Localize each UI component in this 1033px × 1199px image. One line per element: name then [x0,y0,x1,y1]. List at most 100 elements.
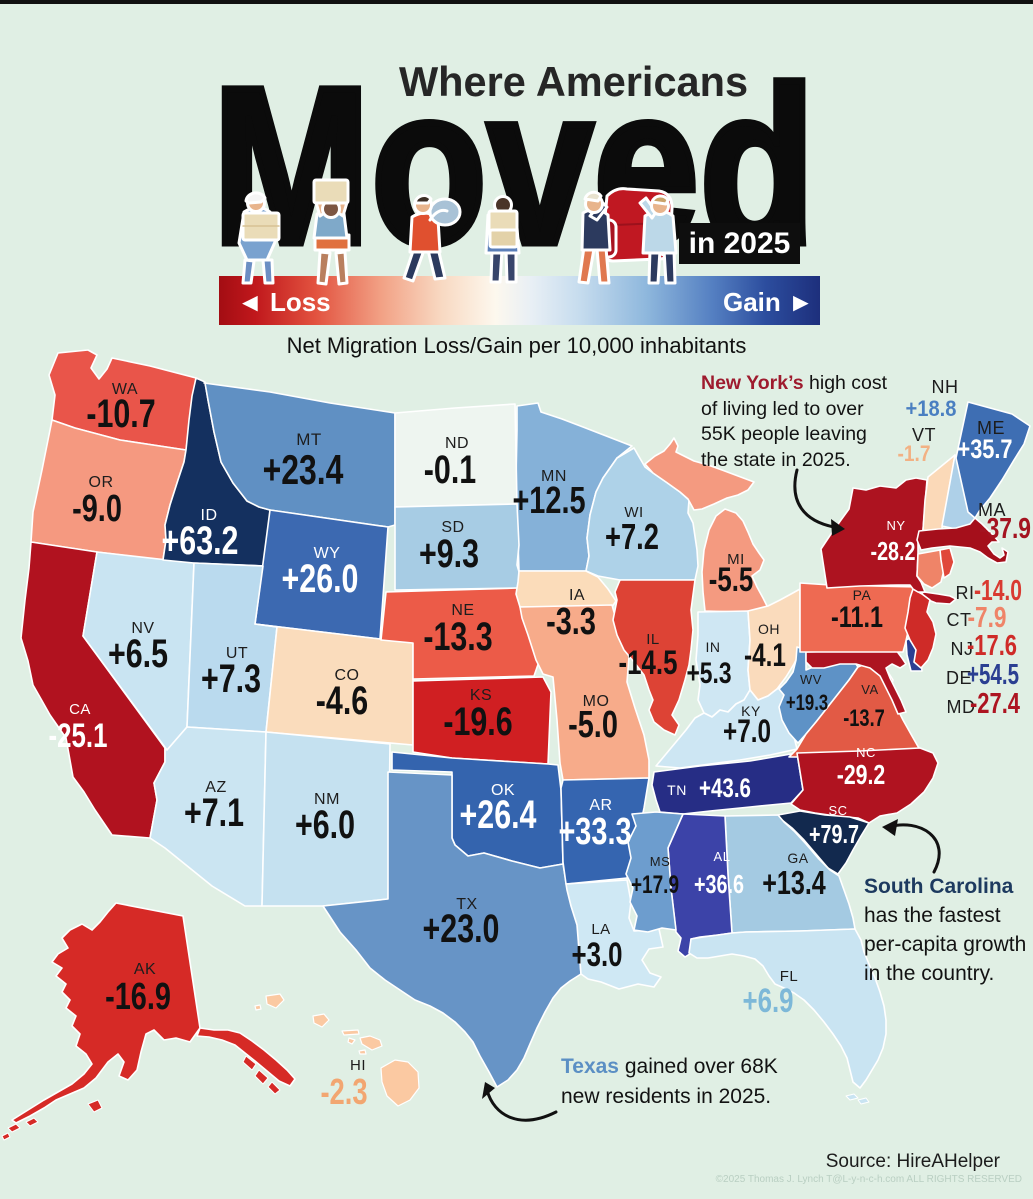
svg-text:+18.8: +18.8 [906,396,957,421]
svg-text:-28.2: -28.2 [871,536,916,566]
svg-text:NJ: NJ [951,639,974,659]
svg-text:IL: IL [646,631,660,648]
svg-text:-14.0: -14.0 [974,575,1022,607]
svg-text:-13.3: -13.3 [423,615,492,659]
svg-text:CA: CA [69,701,91,718]
svg-text:HI: HI [350,1057,366,1074]
svg-text:+6.5: +6.5 [108,632,168,676]
svg-text:NY: NY [886,518,905,533]
svg-text:MI: MI [727,551,745,568]
svg-text:MD: MD [947,697,976,717]
svg-text:NV: NV [131,620,154,637]
svg-text:ME: ME [977,418,1005,438]
svg-text:-4.1: -4.1 [744,637,786,673]
svg-text:CT: CT [947,610,972,630]
svg-text:+79.7: +79.7 [809,819,859,849]
svg-text:-4.6: -4.6 [316,679,368,723]
svg-text:+3.0: +3.0 [572,936,623,974]
svg-text:WV: WV [800,672,822,687]
svg-text:-0.1: -0.1 [424,448,476,492]
svg-text:+5.3: +5.3 [687,657,732,690]
svg-text:SD: SD [441,519,464,536]
svg-text:VA: VA [861,682,878,697]
svg-text:AK: AK [134,961,156,978]
svg-text:WA: WA [112,381,138,398]
svg-text:-1.7: -1.7 [898,441,931,466]
svg-text:+6.0: +6.0 [295,803,355,847]
svg-text:MA: MA [978,500,1006,520]
svg-text:NH: NH [932,377,959,397]
svg-text:WI: WI [624,504,643,521]
svg-text:ID: ID [201,507,218,524]
svg-text:MS: MS [650,854,671,869]
svg-text:+7.0: +7.0 [723,713,771,749]
svg-text:TX: TX [456,896,477,913]
svg-text:SC: SC [828,803,847,818]
svg-text:AL: AL [714,849,731,864]
svg-text:-14.5: -14.5 [619,644,678,682]
svg-text:RI: RI [956,583,975,603]
svg-text:+6.9: +6.9 [743,982,794,1020]
svg-text:+9.3: +9.3 [419,532,479,576]
svg-text:VT: VT [912,425,936,445]
svg-text:-27.4: -27.4 [970,688,1020,720]
svg-text:LA: LA [591,921,610,938]
svg-text:-10.7: -10.7 [86,392,155,436]
svg-text:MO: MO [583,693,610,710]
svg-text:KS: KS [470,687,492,704]
svg-text:ND: ND [445,435,469,452]
svg-text:+23.0: +23.0 [423,907,500,951]
svg-text:NC: NC [856,745,876,760]
svg-text:+7.2: +7.2 [605,516,659,557]
svg-text:TN: TN [667,782,687,798]
svg-text:-3.3: -3.3 [546,601,596,643]
svg-text:-9.0: -9.0 [72,488,122,530]
svg-text:OR: OR [89,474,114,491]
svg-text:-5.0: -5.0 [568,704,618,746]
svg-text:OK: OK [491,782,515,799]
svg-text:IN: IN [706,639,721,655]
svg-text:-13.7: -13.7 [843,705,885,732]
svg-text:FL: FL [780,968,799,985]
svg-text:-2.3: -2.3 [320,1071,367,1112]
svg-text:+19.3: +19.3 [786,690,828,715]
svg-text:-19.6: -19.6 [443,700,512,744]
svg-text:-7.9: -7.9 [968,602,1007,634]
svg-text:AR: AR [589,797,612,814]
svg-text:NE: NE [451,602,474,619]
svg-text:IA: IA [569,587,585,604]
svg-text:OH: OH [758,621,780,637]
svg-text:+13.4: +13.4 [762,864,826,901]
svg-text:-17.6: -17.6 [967,630,1017,662]
svg-text:-11.1: -11.1 [831,601,883,634]
svg-text:+26.4: +26.4 [460,793,537,837]
svg-text:+23.4: +23.4 [263,446,344,493]
svg-text:CO: CO [335,667,360,684]
svg-text:UT: UT [226,645,248,662]
svg-text:MN: MN [541,468,567,485]
svg-text:+7.1: +7.1 [184,791,244,835]
svg-text:MT: MT [296,430,322,449]
svg-text:-29.2: -29.2 [837,759,886,790]
svg-text:+26.0: +26.0 [282,557,359,601]
svg-text:NM: NM [314,791,340,808]
svg-text:+33.3: +33.3 [558,811,631,853]
svg-text:PA: PA [853,587,872,603]
svg-text:+63.2: +63.2 [162,519,239,563]
svg-text:-37.9: -37.9 [979,513,1031,545]
svg-text:+35.7: +35.7 [958,434,1013,464]
svg-text:+36.6: +36.6 [694,869,744,899]
svg-text:-5.5: -5.5 [709,561,754,599]
svg-text:-16.9: -16.9 [105,976,171,1018]
svg-text:KY: KY [741,703,761,719]
svg-text:+54.5: +54.5 [967,659,1019,691]
svg-text:-25.1: -25.1 [49,717,108,755]
svg-text:DE: DE [946,668,972,688]
svg-text:+17.9: +17.9 [631,871,679,899]
svg-text:+7.3: +7.3 [201,657,261,701]
svg-text:AZ: AZ [205,779,226,796]
svg-text:+43.6: +43.6 [699,773,751,803]
svg-text:WY: WY [314,545,341,562]
svg-text:+12.5: +12.5 [512,480,585,522]
svg-text:GA: GA [787,850,808,866]
